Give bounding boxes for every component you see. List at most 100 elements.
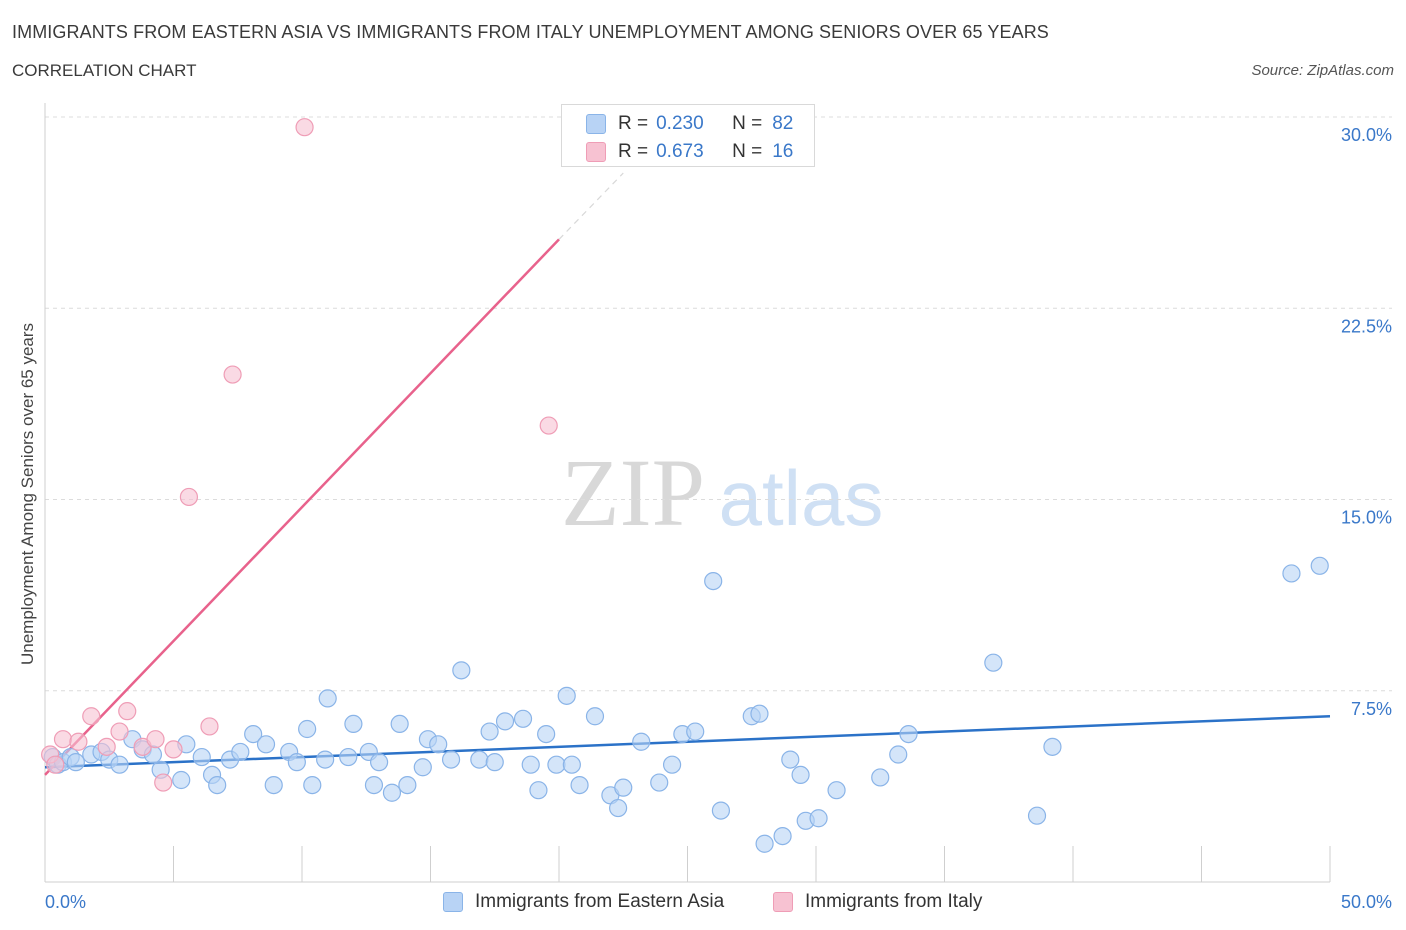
watermark-atlas: atlas [719, 454, 884, 542]
y-tick-label: 15.0% [1341, 508, 1392, 528]
legend-r-value: 0.673 [656, 141, 704, 162]
data-point-eastern-asia [429, 735, 448, 754]
data-point-italy [164, 740, 183, 759]
data-point-eastern-asia [172, 770, 191, 790]
source-label: Source: ZipAtlas.com [1251, 62, 1394, 79]
data-point-eastern-asia [570, 775, 589, 795]
data-point-eastern-asia [755, 834, 774, 853]
chart-title: IMMIGRANTS FROM EASTERN ASIA VS IMMIGRAN… [12, 22, 1049, 42]
data-point-eastern-asia [984, 653, 1003, 672]
legend-r-label: R = [618, 141, 649, 162]
data-point-eastern-asia [521, 755, 540, 774]
data-point-eastern-asia [791, 765, 810, 785]
data-point-eastern-asia [529, 781, 548, 800]
legend-swatch-blue [586, 114, 606, 134]
data-point-italy [97, 737, 116, 756]
data-point-eastern-asia [231, 742, 250, 762]
data-point-italy [110, 722, 129, 741]
data-point-italy [179, 487, 199, 507]
legend-row-italy: R = 0.673 N = 16 [586, 141, 793, 163]
data-point-eastern-asia [452, 661, 471, 680]
trendline-layer [44, 172, 1331, 776]
data-point-eastern-asia [899, 724, 918, 744]
data-point-eastern-asia [711, 801, 731, 820]
data-point-eastern-asia [287, 753, 306, 772]
trendline-eastern-asia [44, 715, 1331, 769]
data-point-eastern-asia [773, 826, 792, 846]
data-point-eastern-asia [303, 775, 322, 795]
chart-subtitle: CORRELATION CHART [12, 61, 197, 80]
data-point-italy [146, 730, 165, 749]
data-point-eastern-asia [1027, 806, 1047, 825]
data-point-italy [539, 416, 558, 435]
data-point-eastern-asia [662, 755, 682, 774]
tick-label-layer: 7.5% 15.0% 22.5% 30.0% 0.0% 50.0% [45, 125, 1392, 912]
data-point-eastern-asia [547, 755, 566, 774]
correlation-legend: R = 0.230 N = 82 R = 0.673 N = 16 [561, 104, 815, 167]
bottom-legend-italy: Immigrants from Italy [773, 889, 982, 915]
data-point-italy [46, 755, 65, 774]
data-point-eastern-asia [871, 768, 890, 787]
data-point-italy [69, 732, 88, 751]
data-point-eastern-asia [1043, 737, 1062, 756]
data-point-eastern-asia [562, 755, 581, 774]
data-point-eastern-asia [470, 750, 489, 769]
legend-n-value: 82 [772, 113, 794, 134]
data-point-eastern-asia [686, 722, 705, 741]
data-point-eastern-asia [704, 571, 723, 591]
y-tick-label: 7.5% [1351, 699, 1392, 719]
data-point-eastern-asia [192, 747, 211, 767]
trendline-italy [44, 238, 560, 776]
data-point-eastern-asia [370, 753, 389, 772]
y-tick-label: 30.0% [1341, 125, 1392, 145]
data-point-eastern-asia [1310, 556, 1329, 575]
watermark-zip: ZIP [561, 439, 705, 546]
x-tick-label: 50.0% [1341, 892, 1392, 912]
data-point-eastern-asia [398, 775, 417, 795]
bottom-legend-swatch-blue [443, 892, 463, 912]
legend-swatch-pink [586, 142, 606, 162]
data-point-eastern-asia [632, 732, 651, 751]
data-point-eastern-asia [298, 719, 317, 739]
data-point-eastern-asia [66, 753, 85, 772]
grid-layer [45, 116, 1392, 692]
legend-n-value: 16 [772, 141, 794, 162]
data-point-eastern-asia [339, 747, 358, 767]
data-point-italy [53, 730, 73, 749]
y-tick-label: 22.5% [1341, 316, 1392, 336]
data-point-eastern-asia [609, 798, 628, 818]
data-point-eastern-asia [781, 750, 800, 769]
data-point-eastern-asia [495, 712, 515, 731]
point-layer [41, 118, 1329, 853]
data-point-eastern-asia [480, 722, 499, 741]
data-point-eastern-asia [110, 755, 129, 774]
data-point-eastern-asia [650, 773, 669, 792]
bottom-legend-eastern-asia: Immigrants from Eastern Asia [443, 889, 724, 915]
data-point-eastern-asia [264, 775, 283, 795]
data-point-eastern-asia [390, 714, 409, 734]
data-point-eastern-asia [364, 775, 384, 795]
legend-row-eastern-asia: R = 0.230 N = 82 [586, 113, 793, 135]
data-point-eastern-asia [382, 783, 402, 802]
legend-n-label: N = [732, 113, 763, 134]
bottom-legend-label: Immigrants from Eastern Asia [475, 891, 725, 912]
legend-r-value: 0.230 [656, 113, 704, 134]
data-point-eastern-asia [889, 745, 908, 764]
data-point-italy [154, 773, 173, 792]
bottom-legend-label: Immigrants from Italy [805, 891, 983, 912]
data-point-eastern-asia [537, 724, 556, 744]
data-point-eastern-asia [256, 735, 276, 754]
data-point-eastern-asia [413, 758, 432, 777]
data-point-italy [82, 707, 101, 726]
bottom-legend-swatch-pink [773, 892, 793, 912]
data-point-eastern-asia [1282, 564, 1301, 583]
data-point-eastern-asia [208, 775, 227, 795]
data-point-eastern-asia [557, 686, 576, 705]
data-point-italy [223, 365, 242, 384]
data-point-eastern-asia [344, 714, 363, 734]
legend-n-label: N = [732, 141, 763, 162]
data-point-eastern-asia [809, 809, 828, 828]
x-tick-label: 0.0% [45, 892, 86, 912]
data-point-eastern-asia [750, 704, 769, 723]
